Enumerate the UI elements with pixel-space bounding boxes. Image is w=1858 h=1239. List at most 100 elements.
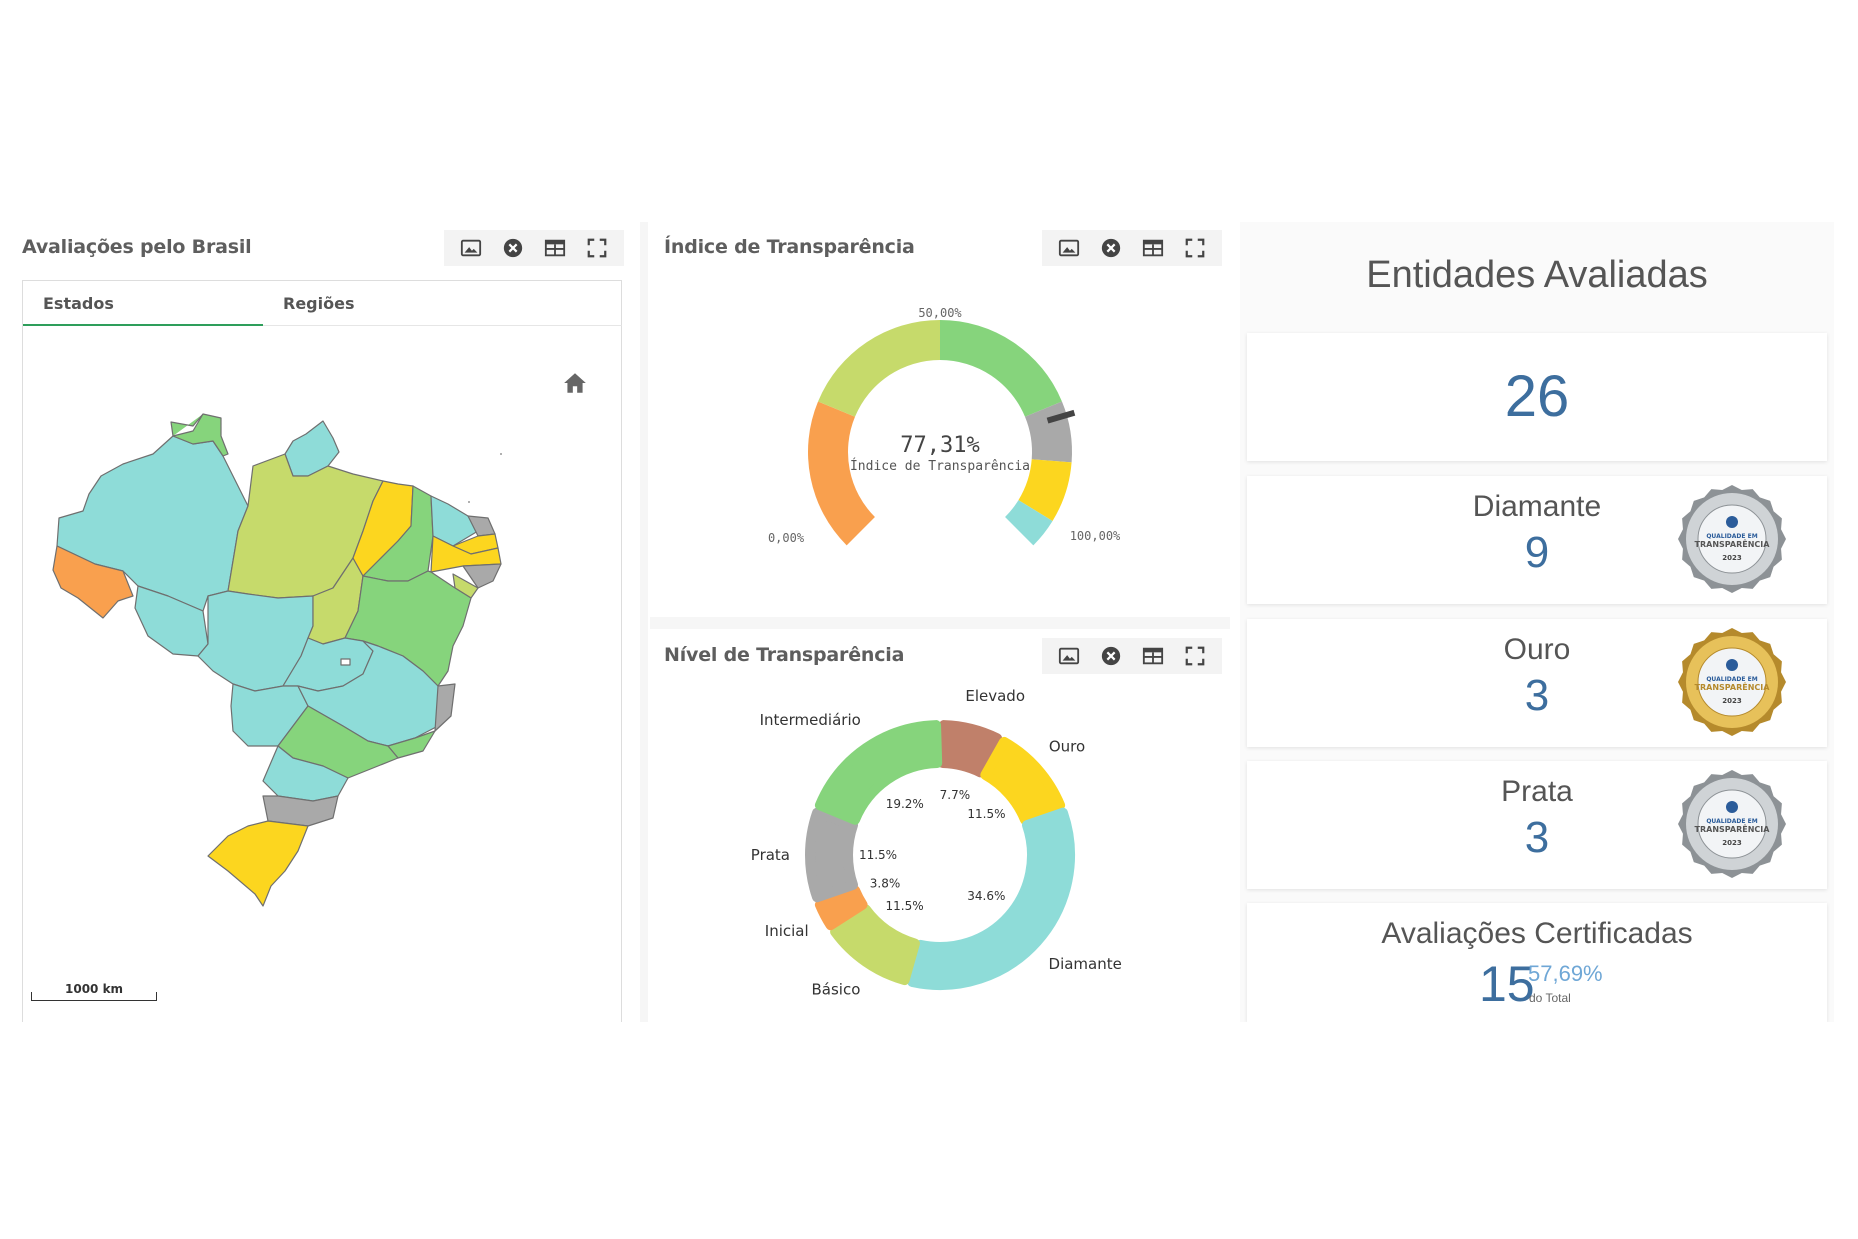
gauge-band-5 (1005, 500, 1053, 546)
svg-text:2023: 2023 (1722, 839, 1742, 847)
gauge-band-0 (808, 401, 875, 546)
svg-text:TRANSPARÊNCIA: TRANSPARÊNCIA (1695, 538, 1771, 549)
table-icon[interactable] (534, 230, 576, 266)
svg-text:TRANSPARÊNCIA: TRANSPARÊNCIA (1695, 823, 1771, 834)
donut-pct-label: 11.5% (967, 807, 1005, 821)
certified-count: 15 (1479, 956, 1535, 1012)
donut-slice-básico (830, 904, 920, 986)
certified-card: Avaliações Certificadas 15 57,69% do Tot… (1247, 903, 1827, 1022)
donut-toolbar (1042, 638, 1222, 674)
donut-category-label: Intermediário (760, 711, 861, 729)
donut-panel: Nível de Transparência 7.7% Elevado 11.5% O… (650, 630, 1230, 1022)
table-icon[interactable] (1132, 638, 1174, 674)
panel-gap (640, 222, 648, 1022)
close-circle-icon[interactable] (1090, 230, 1132, 266)
gauge-needle (1046, 409, 1076, 424)
svg-text:2023: 2023 (1722, 697, 1742, 705)
ouro-card: Ouro 3 QUALIDADE EM TRANSPARÊNCIA 2023 (1247, 619, 1827, 747)
gauge-panel-title: Índice de Transparência (664, 236, 915, 258)
panel-gap-h (650, 617, 1230, 629)
table-icon[interactable] (1132, 230, 1174, 266)
total-card: 26 (1247, 333, 1827, 461)
diamante-count: 9 (1524, 528, 1550, 577)
gauge-value: 77,31% (900, 433, 979, 458)
export-image-icon[interactable] (1048, 638, 1090, 674)
map-tabs: Estados Regiões (22, 280, 622, 326)
donut-pct-label: 11.5% (886, 899, 924, 913)
prata-card: Prata 3 QUALIDADE EM TRANSPARÊNCIA 2023 (1247, 761, 1827, 889)
gauge-band-1 (818, 320, 940, 417)
state-al (462, 563, 502, 589)
state-rr (170, 413, 229, 457)
gauge-min-label: 0,00% (768, 531, 805, 545)
home-icon[interactable] (561, 370, 589, 396)
state-rs (207, 820, 309, 907)
diamante-label: Diamante (1472, 490, 1602, 523)
gauge-panel: Índice de Transparência 77,31% Índice de… (650, 222, 1230, 617)
svg-text:QUALIDADE EM: QUALIDADE EM (1706, 676, 1757, 683)
donut-slice-inicial (814, 885, 868, 931)
donut-pct-label: 7.7% (940, 788, 971, 802)
state-sp (277, 705, 399, 779)
donut-category-label: Básico (811, 981, 860, 999)
svg-text:2023: 2023 (1722, 554, 1742, 562)
svg-text:QUALIDADE EM: QUALIDADE EM (1706, 818, 1757, 825)
map-area[interactable]: 1000 km (22, 326, 622, 1024)
total-count: 26 (1504, 364, 1570, 429)
svg-text:TRANSPARÊNCIA: TRANSPARÊNCIA (1695, 681, 1771, 692)
donut-category-label: Diamante (1049, 955, 1122, 973)
map-scale-bar (31, 992, 157, 1001)
donut-category-label: Inicial (765, 922, 809, 940)
donut-pct-label: 11.5% (859, 848, 897, 862)
silver-medal-icon: QUALIDADE EM TRANSPARÊNCIA 2023 (1677, 769, 1787, 883)
gauge-value-label: Índice de Transparência (850, 458, 1030, 474)
diamante-card: Diamante 9 QUALIDADE EM TRANSPARÊNCIA 2023 (1247, 476, 1827, 604)
donut-slice-ouro (980, 736, 1066, 825)
tab-estados[interactable]: Estados (23, 281, 263, 326)
map-toolbar (444, 230, 624, 266)
export-image-icon[interactable] (450, 230, 492, 266)
gold-medal-icon: QUALIDADE EM TRANSPARÊNCIA 2023 (1677, 627, 1787, 741)
ouro-label: Ouro (1503, 633, 1571, 666)
fullscreen-icon[interactable] (576, 230, 618, 266)
fullscreen-icon[interactable] (1174, 638, 1216, 674)
donut-pct-label: 3.8% (870, 877, 901, 891)
svg-text:QUALIDADE EM: QUALIDADE EM (1706, 533, 1757, 540)
brazil-map (52, 413, 502, 907)
gauge-max-label: 100,00% (1070, 529, 1121, 543)
donut-category-label: Ouro (1049, 737, 1085, 755)
state-rj (387, 730, 436, 759)
gauge-band-2 (940, 320, 1062, 417)
certified-percent-label: do Total (1529, 991, 1571, 1005)
map-panel-title: Avaliações pelo Brasil (22, 236, 252, 258)
gauge-band-4 (1018, 459, 1072, 521)
donut-category-label: Elevado (965, 687, 1025, 705)
ouro-count: 3 (1524, 671, 1550, 720)
donut-slice-elevado (937, 720, 1003, 778)
donut-pct-label: 19.2% (886, 797, 924, 811)
page-bottom (0, 1022, 1858, 1239)
export-image-icon[interactable] (1048, 230, 1090, 266)
prata-label: Prata (1501, 775, 1573, 808)
state-pe (430, 535, 502, 573)
tab-regioes[interactable]: Regiões (283, 294, 355, 313)
state-ac (52, 545, 134, 619)
gauge-toolbar (1042, 230, 1222, 266)
donut-slice-prata (805, 807, 859, 903)
prata-count: 3 (1524, 813, 1550, 862)
close-circle-icon[interactable] (492, 230, 534, 266)
silver-medal-icon: QUALIDADE EM TRANSPARÊNCIA 2023 (1677, 484, 1787, 598)
donut-panel-title: Nível de Transparência (664, 644, 905, 666)
gauge-mid-label: 50,00% (918, 306, 962, 320)
certified-title: Avaliações Certificadas (1381, 917, 1693, 950)
map-scale-label: 1000 km (65, 982, 124, 996)
donut-slice-intermediário (814, 720, 943, 825)
state-df (340, 658, 351, 666)
state-ba (344, 570, 472, 687)
certified-percent: 57,69% (1528, 961, 1603, 986)
donut-chart: 7.7% Elevado 11.5% Ouro 34.6% Diamante 11.5% Bá… (751, 687, 1122, 999)
close-circle-icon[interactable] (1090, 638, 1132, 674)
gauge-chart: 77,31% Índice de Transparência 0,00% 50,… (768, 306, 1121, 546)
fullscreen-icon[interactable] (1174, 230, 1216, 266)
donut-pct-label: 34.6% (967, 889, 1005, 903)
